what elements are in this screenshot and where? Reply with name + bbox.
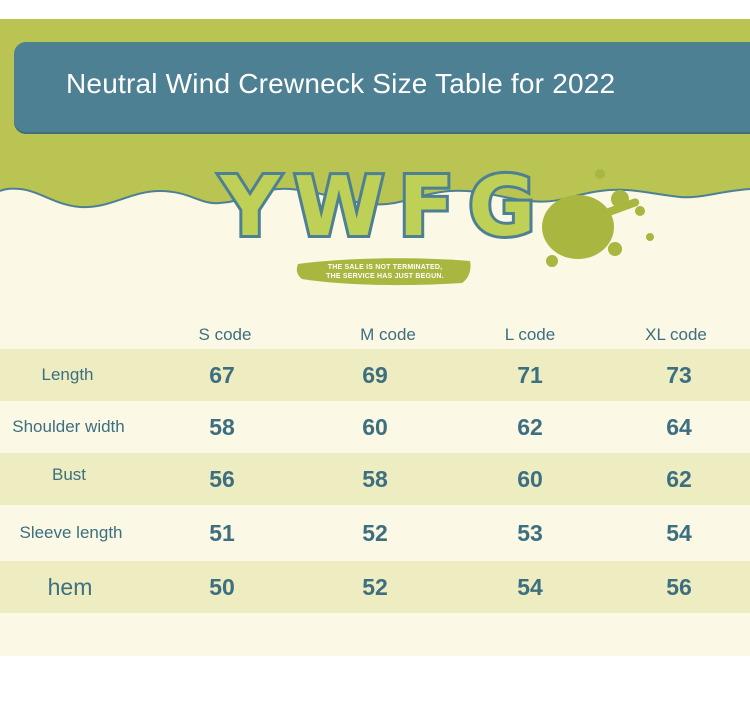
page-title: Neutral Wind Crewneck Size Table for 202… xyxy=(66,68,616,99)
cell-s: 58 xyxy=(209,414,235,440)
cell-s: 50 xyxy=(209,574,235,600)
row-label: Shoulder width xyxy=(12,417,125,436)
size-chart-poster: Neutral Wind Crewneck Size Table for 202… xyxy=(0,19,750,656)
cell-xl: 56 xyxy=(666,574,692,600)
title-bar: Neutral Wind Crewneck Size Table for 202… xyxy=(14,42,750,132)
cell-m: 60 xyxy=(362,414,388,440)
table-row: Shoulder width 58 60 62 64 xyxy=(0,401,750,453)
cell-s: 51 xyxy=(209,520,235,546)
row-label: Bust xyxy=(51,465,87,484)
header-s: S code xyxy=(198,325,252,344)
row-label: Sleeve length xyxy=(19,523,123,542)
banner-line-1: THE SALE IS NOT TERMINATED, xyxy=(327,264,443,271)
cell-m: 52 xyxy=(362,574,388,600)
header-xl: XL code xyxy=(645,325,707,344)
cell-l: 71 xyxy=(517,362,543,388)
header-m: M code xyxy=(360,325,416,344)
header-l: L code xyxy=(504,325,556,344)
table-row: Sleeve length 51 52 53 54 xyxy=(0,505,750,561)
cell-xl: 64 xyxy=(666,414,692,440)
cell-xl: 62 xyxy=(666,466,692,492)
cell-m: 69 xyxy=(362,362,388,388)
cell-l: 53 xyxy=(517,520,543,546)
logo-banner: THE SALE IS NOT TERMINATED, THE SERVICE … xyxy=(300,263,470,281)
cell-l: 62 xyxy=(517,414,543,440)
table-row: Length 67 69 71 73 xyxy=(0,349,750,401)
cell-l: 60 xyxy=(517,466,543,492)
row-label: Length xyxy=(41,365,94,384)
cell-m: 58 xyxy=(362,466,388,492)
row-label: hem xyxy=(47,574,93,600)
cell-xl: 54 xyxy=(666,520,692,546)
logo-text: YWFG xyxy=(219,160,549,255)
table-row: Bust 56 58 60 62 xyxy=(0,453,750,505)
table-row: hem 50 52 54 56 xyxy=(0,561,750,613)
table-header-row: S code M code L code XL code xyxy=(0,309,750,361)
cell-l: 54 xyxy=(517,574,543,600)
cell-s: 67 xyxy=(209,362,235,388)
cell-xl: 73 xyxy=(666,362,692,388)
cell-s: 56 xyxy=(209,466,235,492)
ywfg-logo: YWFG xyxy=(216,157,654,286)
banner-line-2: THE SERVICE HAS JUST BEGUN. xyxy=(326,273,444,280)
cell-m: 52 xyxy=(362,520,388,546)
